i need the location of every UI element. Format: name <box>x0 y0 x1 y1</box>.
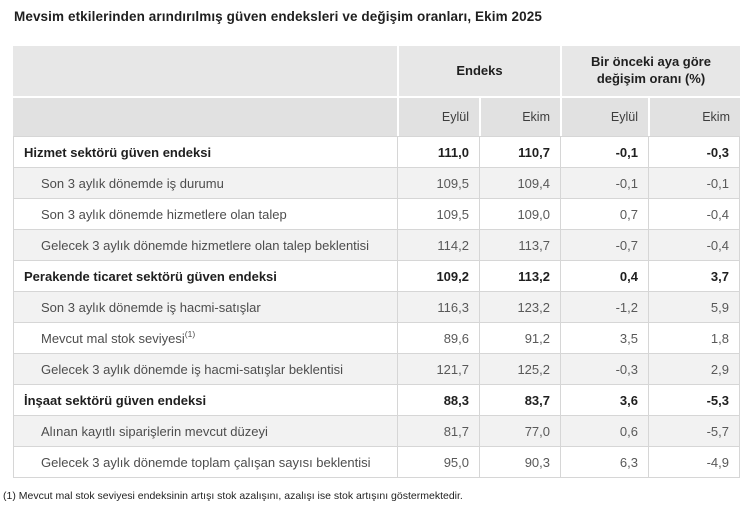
subheader-empty-cell <box>13 98 397 136</box>
table-row: Son 3 aylık dönemde hizmetlere olan tale… <box>14 198 739 229</box>
table-row: Perakende ticaret sektörü güven endeksi 1… <box>14 260 739 291</box>
footnote: (1) Mevcut mal stok seviyesi endeksinin … <box>3 490 463 502</box>
row-value: 125,2 <box>479 354 560 384</box>
table-header-group-row: Endeks Bir önceki aya göre değişim oranı… <box>13 46 740 96</box>
confidence-index-table: Endeks Bir önceki aya göre değişim oranı… <box>13 46 740 478</box>
table-body: Hizmet sektörü güven endeksi 111,0 110,7 -0… <box>13 136 740 478</box>
table-row: Son 3 aylık dönemde iş durumu 109,5 109,4-… <box>14 167 739 198</box>
row-value: 0,4 <box>560 261 648 291</box>
row-value: 114,2 <box>397 230 479 260</box>
row-value: 111,0 <box>397 137 479 167</box>
row-label: Son 3 aylık dönemde hizmetlere olan tale… <box>41 206 287 222</box>
table-row: Gelecek 3 aylık dönemde toplam çalışan s… <box>14 446 739 477</box>
row-label: Perakende ticaret sektörü güven endeksi <box>24 268 277 284</box>
page-title: Mevsim etkilerinden arındırılmış güven e… <box>14 9 542 24</box>
row-value: -0,4 <box>648 199 739 229</box>
row-value: -0,1 <box>560 168 648 198</box>
row-value: 1,8 <box>648 323 739 353</box>
table-row: Hizmet sektörü güven endeksi 111,0 110,7 -0… <box>14 136 739 167</box>
row-value: 3,5 <box>560 323 648 353</box>
row-label: Gelecek 3 aylık dönemde iş hacmi-satışla… <box>41 361 344 377</box>
table-subheader-row: Eylül Ekim Eylül Ekim <box>13 98 740 136</box>
row-label: Son 3 aylık dönemde iş durumu <box>41 175 224 191</box>
row-label: Son 3 aylık dönemde iş hacmi-satışlar <box>41 299 261 315</box>
row-value: 81,7 <box>397 416 479 446</box>
row-value: 109,5 <box>397 168 479 198</box>
row-value: 123,2 <box>479 292 560 322</box>
row-value: -4,9 <box>648 447 739 477</box>
row-value: -0,3 <box>648 137 739 167</box>
row-value: 109,2 <box>397 261 479 291</box>
row-label: Hizmet sektörü güven endeksi <box>24 144 212 160</box>
row-value: 109,0 <box>479 199 560 229</box>
subheader-endeks-eylul: Eylül <box>397 98 479 136</box>
row-value: 116,3 <box>397 292 479 322</box>
row-value: 110,7 <box>479 137 560 167</box>
row-value: 5,9 <box>648 292 739 322</box>
row-value: -0,7 <box>560 230 648 260</box>
row-value: 2,9 <box>648 354 739 384</box>
row-value: -0,1 <box>560 137 648 167</box>
row-value: 0,6 <box>560 416 648 446</box>
row-value: -5,3 <box>648 385 739 415</box>
table-row: Gelecek 3 aylık dönemde hizmetlere olan … <box>14 229 739 260</box>
table-row: Mevcut mal stok seviyesi (1) 89,6 91,2 3,5 1,… <box>14 322 739 353</box>
row-value: 90,3 <box>479 447 560 477</box>
row-value: 95,0 <box>397 447 479 477</box>
row-value: 0,7 <box>560 199 648 229</box>
row-value: -0,1 <box>648 168 739 198</box>
row-label: İnşaat sektörü güven endeksi <box>24 392 207 408</box>
row-value: -0,3 <box>560 354 648 384</box>
row-value: 77,0 <box>479 416 560 446</box>
table-row: Alınan kayıtlı siparişlerin mevcut düzey… <box>14 415 739 446</box>
table-row: Gelecek 3 aylık dönemde iş hacmi-satışla… <box>14 353 739 384</box>
row-label: Gelecek 3 aylık dönemde hizmetlere olan … <box>41 237 370 253</box>
row-value: 113,7 <box>479 230 560 260</box>
page: Mevsim etkilerinden arındırılmış güven e… <box>0 9 750 514</box>
row-value: 83,7 <box>479 385 560 415</box>
row-value: -5,7 <box>648 416 739 446</box>
row-value: 3,7 <box>648 261 739 291</box>
header-empty-cell <box>13 46 397 96</box>
row-label: Alınan kayıtlı siparişlerin mevcut düzey… <box>41 423 268 439</box>
row-label: Gelecek 3 aylık dönemde toplam çalışan s… <box>41 454 371 470</box>
row-value: 109,5 <box>397 199 479 229</box>
row-value: 113,2 <box>479 261 560 291</box>
row-value: -0,4 <box>648 230 739 260</box>
row-value: 121,7 <box>397 354 479 384</box>
row-value: 3,6 <box>560 385 648 415</box>
row-value: 88,3 <box>397 385 479 415</box>
subheader-change-ekim: Ekim <box>648 98 740 136</box>
row-label: Mevcut mal stok seviyesi (1) <box>41 329 196 346</box>
subheader-endeks-ekim: Ekim <box>479 98 560 136</box>
table-row: Son 3 aylık dönemde iş hacmi-satışlar 116… <box>14 291 739 322</box>
row-value: 89,6 <box>397 323 479 353</box>
subheader-change-eylul: Eylül <box>560 98 648 136</box>
row-value: 91,2 <box>479 323 560 353</box>
table-row: İnşaat sektörü güven endeksi 88,3 83,7 3,6-… <box>14 384 739 415</box>
row-value: 6,3 <box>560 447 648 477</box>
header-group-monthly-change: Bir önceki aya göre değişim oranı (%) <box>560 46 740 96</box>
row-value: 109,4 <box>479 168 560 198</box>
header-group-endeks: Endeks <box>397 46 560 96</box>
row-value: -1,2 <box>560 292 648 322</box>
